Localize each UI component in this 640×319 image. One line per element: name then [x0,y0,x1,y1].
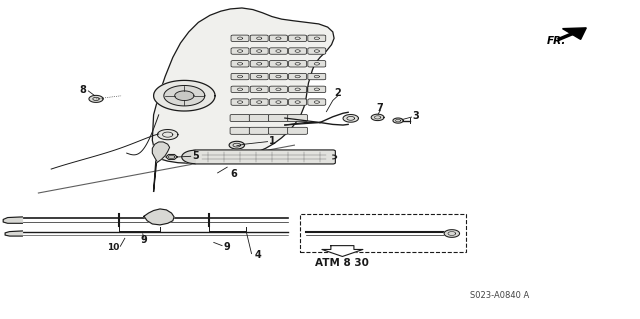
FancyBboxPatch shape [269,86,287,93]
FancyBboxPatch shape [269,99,287,105]
Text: 4: 4 [255,250,262,260]
Text: FR.: FR. [547,36,566,47]
Polygon shape [393,118,403,123]
Text: 3: 3 [413,111,420,122]
FancyBboxPatch shape [269,35,287,41]
Text: 1: 1 [269,136,276,146]
FancyBboxPatch shape [288,127,308,134]
FancyBboxPatch shape [289,73,307,80]
Polygon shape [322,246,363,256]
FancyBboxPatch shape [231,61,249,67]
FancyBboxPatch shape [231,73,249,80]
Polygon shape [343,115,358,122]
FancyBboxPatch shape [250,127,269,134]
Polygon shape [152,8,334,191]
FancyBboxPatch shape [250,48,268,54]
Polygon shape [144,209,174,225]
Polygon shape [152,142,170,163]
FancyBboxPatch shape [250,115,269,122]
FancyBboxPatch shape [269,48,287,54]
Polygon shape [229,141,244,149]
FancyBboxPatch shape [308,99,326,105]
Text: 9: 9 [224,242,231,252]
FancyBboxPatch shape [308,86,326,93]
FancyBboxPatch shape [230,127,250,134]
Polygon shape [157,130,178,140]
Polygon shape [5,231,22,236]
Text: 7: 7 [377,103,383,114]
FancyBboxPatch shape [308,48,326,54]
FancyBboxPatch shape [289,86,307,93]
Text: 2: 2 [335,88,341,98]
FancyBboxPatch shape [250,35,268,41]
FancyBboxPatch shape [308,73,326,80]
FancyBboxPatch shape [250,61,268,67]
Text: 6: 6 [230,169,237,179]
Polygon shape [166,154,177,160]
Text: S023-A0840 A: S023-A0840 A [470,291,529,300]
FancyBboxPatch shape [288,115,308,122]
Polygon shape [164,85,205,106]
Text: 10: 10 [107,243,119,252]
FancyBboxPatch shape [230,115,250,122]
Polygon shape [563,28,586,39]
FancyBboxPatch shape [289,61,307,67]
FancyBboxPatch shape [231,48,249,54]
Polygon shape [154,80,215,111]
FancyBboxPatch shape [308,61,326,67]
Polygon shape [371,114,384,121]
FancyBboxPatch shape [193,150,335,164]
Polygon shape [89,95,103,102]
FancyBboxPatch shape [231,86,249,93]
Polygon shape [3,217,22,223]
FancyBboxPatch shape [250,86,268,93]
FancyBboxPatch shape [231,99,249,105]
Text: 5: 5 [192,151,199,161]
FancyBboxPatch shape [269,115,288,122]
FancyBboxPatch shape [231,35,249,41]
Text: 8: 8 [80,85,86,95]
FancyBboxPatch shape [269,73,287,80]
FancyBboxPatch shape [289,48,307,54]
Polygon shape [444,230,460,237]
Text: 9: 9 [141,235,147,245]
FancyBboxPatch shape [308,35,326,41]
Polygon shape [182,150,195,164]
Text: ATM 8 30: ATM 8 30 [316,258,369,268]
FancyBboxPatch shape [269,61,287,67]
FancyBboxPatch shape [250,73,268,80]
Polygon shape [175,91,194,100]
FancyBboxPatch shape [289,35,307,41]
FancyBboxPatch shape [289,99,307,105]
FancyBboxPatch shape [250,99,268,105]
FancyBboxPatch shape [269,127,288,134]
Bar [300,214,466,252]
